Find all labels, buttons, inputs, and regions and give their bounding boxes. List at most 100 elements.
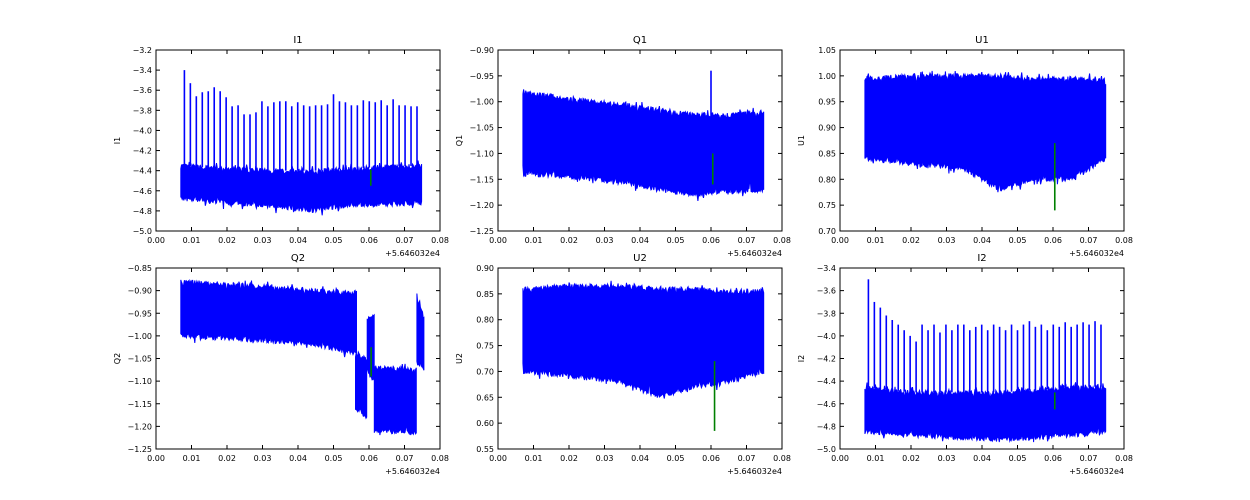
y-tick-label: −3.2 xyxy=(133,46,152,55)
data-band-1 xyxy=(355,350,368,420)
x-tick-label: 0.04 xyxy=(631,236,649,245)
data-band-0 xyxy=(864,382,1107,443)
y-tick-label: −4.6 xyxy=(133,187,152,196)
x-tick-label: 0.06 xyxy=(1044,236,1062,245)
x-tick-label: 0.01 xyxy=(867,454,885,463)
x-offset-label: +5.646032e4 xyxy=(727,249,782,258)
x-tick-label: 0.03 xyxy=(596,454,614,463)
x-tick-label: 0.06 xyxy=(702,236,720,245)
x-offset-label: +5.646032e4 xyxy=(727,467,782,476)
data-band-0 xyxy=(864,70,1107,193)
x-tick-label: 0.01 xyxy=(183,454,201,463)
x-offset-label: +5.646032e4 xyxy=(385,249,440,258)
y-tick-label: −5.0 xyxy=(817,445,836,454)
x-tick-label: 0.03 xyxy=(254,236,272,245)
subplot-title: Q1 xyxy=(633,35,647,46)
y-tick-label: 0.85 xyxy=(476,290,494,299)
x-tick-label: 0.05 xyxy=(1009,236,1027,245)
y-axis-label: U2 xyxy=(455,353,464,364)
y-tick-label: −4.4 xyxy=(817,377,836,386)
y-tick-label: −3.8 xyxy=(817,309,836,318)
y-tick-label: −1.20 xyxy=(469,201,494,210)
y-tick-label: 1.05 xyxy=(818,46,836,55)
y-tick-label: −3.6 xyxy=(133,86,152,95)
y-tick-label: −5.0 xyxy=(133,227,152,236)
x-tick-label: 0.02 xyxy=(902,236,920,245)
y-tick-label: −3.4 xyxy=(133,66,152,75)
y-tick-label: 1.00 xyxy=(818,72,836,81)
x-tick-label: 0.03 xyxy=(938,236,956,245)
y-tick-label: −1.00 xyxy=(127,332,152,341)
x-tick-label: 0.02 xyxy=(218,454,236,463)
x-tick-label: 0.01 xyxy=(525,454,543,463)
subplot-title: U1 xyxy=(975,35,989,46)
y-tick-label: 0.70 xyxy=(818,227,836,236)
y-tick-label: −4.2 xyxy=(817,355,836,364)
y-tick-label: −1.25 xyxy=(127,445,152,454)
x-tick-label: 0.02 xyxy=(560,236,578,245)
x-tick-label: 0.04 xyxy=(631,454,649,463)
y-tick-label: 0.70 xyxy=(476,367,494,376)
y-tick-label: −4.4 xyxy=(133,167,152,176)
subplot-title: I1 xyxy=(293,35,302,46)
x-tick-label: 0.08 xyxy=(431,454,449,463)
subplot-i2: 0.00 0.01 0.02 0.03 0.04 0.05 0.06 0.07 0.08 −5.0… xyxy=(797,253,1133,476)
x-offset-label: +5.646032e4 xyxy=(1069,467,1124,476)
y-tick-label: −4.0 xyxy=(817,332,836,341)
x-tick-label: 0.02 xyxy=(560,454,578,463)
y-tick-label: 0.75 xyxy=(818,201,836,210)
x-tick-label: 0.07 xyxy=(1080,454,1098,463)
subplot-q1: 0.00 0.01 0.02 0.03 0.04 0.05 0.06 0.07 0.08 −1.2… xyxy=(455,35,791,258)
y-tick-label: −4.2 xyxy=(133,147,152,156)
x-tick-label: 0.00 xyxy=(831,454,849,463)
x-tick-label: 0.06 xyxy=(360,236,378,245)
x-offset-label: +5.646032e4 xyxy=(1069,249,1124,258)
x-tick-label: 0.08 xyxy=(431,236,449,245)
subplot-q2: 0.00 0.01 0.02 0.03 0.04 0.05 0.06 0.07 0.08 −1.2… xyxy=(113,253,449,476)
x-tick-label: 0.05 xyxy=(325,236,343,245)
subplot-title: Q2 xyxy=(291,253,305,264)
x-tick-label: 0.07 xyxy=(738,454,756,463)
y-tick-label: 0.95 xyxy=(818,98,836,107)
plot-area xyxy=(522,70,765,201)
y-tick-label: −1.05 xyxy=(469,124,494,133)
x-tick-label: 0.03 xyxy=(254,454,272,463)
data-band-0 xyxy=(180,160,423,216)
data-band-0 xyxy=(180,278,357,358)
y-tick-label: −0.85 xyxy=(127,264,152,273)
subplot-u1: 0.00 0.01 0.02 0.03 0.04 0.05 0.06 0.07 0.08 0.70… xyxy=(797,35,1133,258)
x-tick-label: 0.00 xyxy=(489,454,507,463)
y-tick-label: 0.60 xyxy=(476,419,494,428)
y-tick-label: 0.85 xyxy=(818,149,836,158)
y-tick-label: −4.8 xyxy=(133,207,152,216)
y-tick-label: 0.65 xyxy=(476,393,494,402)
x-tick-label: 0.01 xyxy=(183,236,201,245)
y-tick-label: −4.8 xyxy=(817,422,836,431)
y-tick-label: −4.0 xyxy=(133,126,152,135)
y-axis-label: Q2 xyxy=(113,353,122,364)
y-tick-label: 0.75 xyxy=(476,342,494,351)
x-tick-label: 0.05 xyxy=(667,454,685,463)
x-tick-label: 0.01 xyxy=(867,236,885,245)
x-tick-label: 0.03 xyxy=(596,236,614,245)
y-tick-label: −0.95 xyxy=(127,309,152,318)
x-tick-label: 0.04 xyxy=(973,236,991,245)
data-band-4 xyxy=(416,293,425,371)
y-tick-label: 0.90 xyxy=(476,264,494,273)
y-tick-label: −1.10 xyxy=(469,149,494,158)
x-tick-label: 0.02 xyxy=(218,236,236,245)
x-tick-label: 0.08 xyxy=(773,454,791,463)
y-tick-label: −1.00 xyxy=(469,98,494,107)
y-tick-label: −1.20 xyxy=(127,422,152,431)
y-tick-label: 0.80 xyxy=(818,175,836,184)
x-tick-label: 0.08 xyxy=(1115,454,1133,463)
y-tick-label: −0.95 xyxy=(469,72,494,81)
x-tick-label: 0.01 xyxy=(525,236,543,245)
y-axis-label: Q1 xyxy=(455,135,464,146)
x-tick-label: 0.04 xyxy=(973,454,991,463)
subplot-i1: 0.00 0.01 0.02 0.03 0.04 0.05 0.06 0.07 0.08 −5.0… xyxy=(113,35,449,258)
x-tick-label: 0.04 xyxy=(289,454,307,463)
subplot-title: I2 xyxy=(977,253,986,264)
data-band-0 xyxy=(522,280,765,399)
